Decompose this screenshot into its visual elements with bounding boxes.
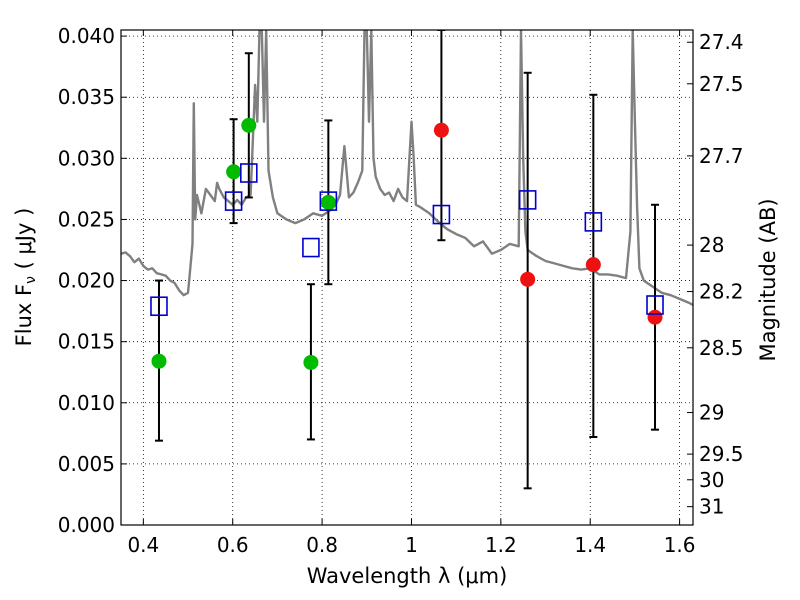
plot-frame	[120, 29, 694, 526]
x-tick-label: 1.2	[485, 533, 517, 557]
data-point-circle	[433, 122, 449, 138]
right-tick-label: 27.7	[699, 144, 744, 168]
data-point-square	[518, 190, 537, 210]
data-point-circle	[647, 309, 663, 325]
right-tick-label: 31	[699, 495, 724, 519]
y-tick-label: 0.040	[58, 24, 115, 48]
data-point-circle	[226, 164, 242, 180]
data-point-square	[302, 237, 320, 258]
y-tick-label: 0.005	[58, 452, 115, 476]
x-tick-label: 1.4	[574, 533, 606, 557]
data-point-circle	[585, 257, 601, 273]
data-markers	[150, 117, 664, 370]
y-tick-label: 0.000	[58, 513, 115, 537]
plot-background	[121, 30, 693, 525]
model-spectrum	[121, 30, 693, 307]
spectrum-line	[121, 30, 693, 307]
right-axis-label: Magnitude (AB)	[756, 198, 780, 361]
y-tick-label: 0.035	[58, 85, 115, 109]
right-tick-label: 27.4	[699, 30, 744, 54]
y-axis-label-unit: ( μJy )	[12, 208, 36, 276]
x-tick-label: 0.6	[217, 533, 249, 557]
data-point-square	[584, 212, 603, 232]
data-point-circle	[320, 194, 336, 210]
y-tick-label: 0.015	[58, 330, 115, 354]
y-tick-label: 0.020	[58, 269, 115, 293]
y-axis-label-subscript: ν	[23, 276, 39, 284]
x-tick-label: 1.6	[664, 533, 696, 557]
data-point-circle	[151, 353, 167, 369]
x-axis-label: Wavelength λ (μm)	[307, 564, 508, 588]
data-point-circle	[241, 117, 257, 133]
x-axis-ticks: 0.4 0.6 0.8 1 1.2 1.4 1.6	[127, 30, 696, 557]
right-tick-label: 29.5	[699, 442, 744, 466]
data-point-circle	[520, 271, 536, 287]
y-tick-label: 0.030	[58, 146, 115, 170]
x-tick-label: 0.8	[306, 533, 338, 557]
data-point-square	[319, 191, 338, 211]
right-tick-label: 27.5	[699, 72, 744, 96]
right-tick-label: 30	[699, 468, 724, 492]
right-tick-label: 28.5	[699, 336, 744, 360]
y-axis-label: Flux Fν ( μJy )	[12, 208, 39, 347]
right-tick-label: 28	[699, 233, 724, 257]
x-tick-label: 0.4	[127, 533, 159, 557]
right-tick-label: 28.2	[699, 280, 744, 304]
y-axis-ticks: 0.000 0.005 0.010 0.015 0.020 0.025 0.030 0.035…	[58, 24, 127, 537]
data-point-square	[150, 296, 168, 317]
data-point-square	[224, 191, 243, 211]
y-tick-label: 0.025	[58, 207, 115, 231]
data-point-square	[240, 163, 258, 183]
x-tick-label: 1	[405, 533, 418, 557]
y-axis-label-main: Flux F	[12, 284, 36, 346]
right-tick-label: 29	[699, 401, 724, 425]
data-point-circle	[303, 354, 319, 370]
data-point-square	[646, 295, 664, 315]
right-magnitude-axis-ticks: 27.4 27.5 27.7 28 28.2 28.5 29 29.530 31	[687, 30, 744, 519]
data-point-square	[432, 204, 451, 225]
y-tick-label: 0.010	[58, 391, 115, 415]
